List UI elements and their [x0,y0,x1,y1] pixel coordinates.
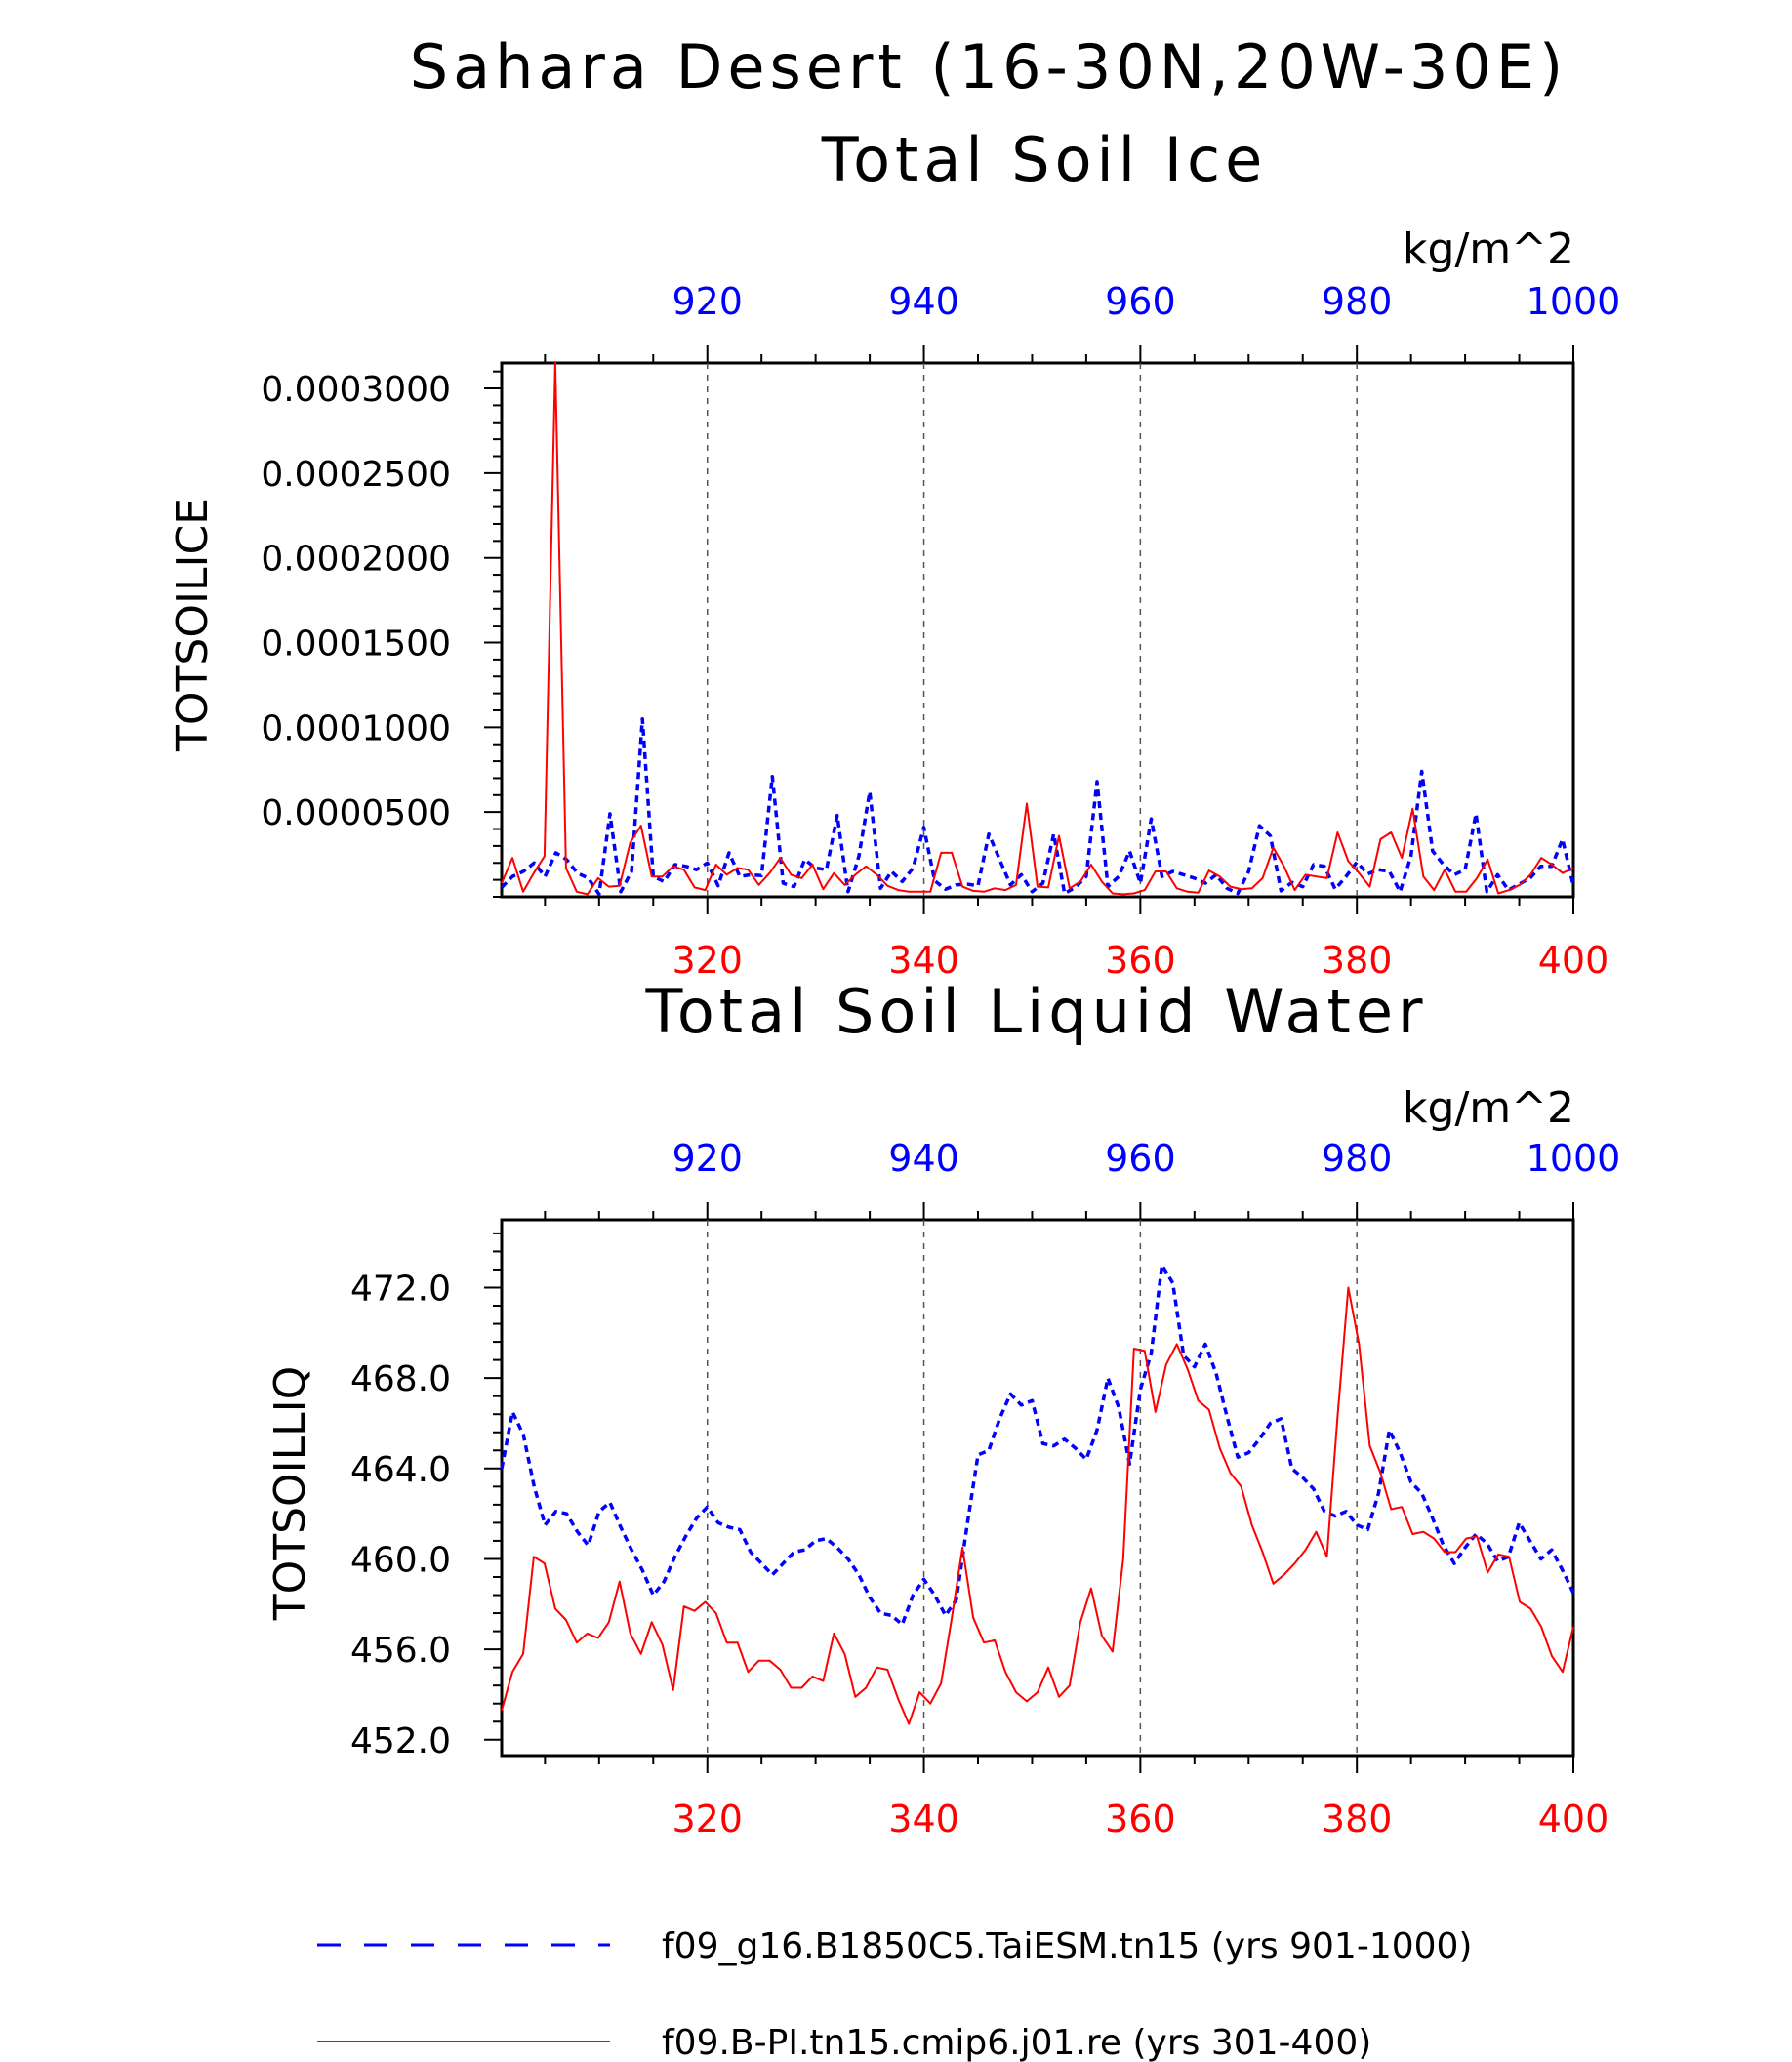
plot-frame [500,361,1575,899]
series-line-taiesm [500,716,1575,897]
panel-title: Total Soil Ice [821,124,1267,195]
top-x-tick-label: 1000 [1527,280,1621,323]
bottom-x-tick-label: 320 [672,939,743,982]
bottom-x-tick-label: 400 [1538,1798,1609,1840]
top-x-tick-label: 960 [1105,280,1176,323]
bottom-x-tick-label: 320 [672,1798,743,1840]
y-tick-label: 0.0000500 [261,793,451,833]
units-label: kg/m^2 [1403,1083,1574,1133]
top-x-tick-label: 920 [672,280,743,323]
legend-label: f09_g16.B1850C5.TaiESM.tn15 (yrs 901-100… [662,1926,1472,1966]
y-tick-label: 0.0001500 [261,625,451,665]
bottom-x-tick-label: 400 [1538,939,1609,982]
y-tick-label: 456.0 [350,1631,451,1671]
grid-lines [706,1220,1358,1756]
panel-soil-ice: Total Soil Ice kg/m^2 TOTSOILICE 0.00005… [168,124,1620,982]
y-tick-label: 464.0 [350,1450,451,1490]
y-axis-label: TOTSOILLIQ [265,1366,315,1622]
top-x-axis-ticks: 920 940 960 980 1000 [544,1137,1621,1220]
legend-label: f09.B-PI.tn15.cmip6.j01.re (yrs 301-400) [662,2023,1371,2062]
series-line-taiesm [500,1263,1575,1627]
y-axis-ticks: 452.0 456.0 460.0 464.0 468.0 472.0 [350,1232,502,1761]
y-tick-label: 472.0 [350,1269,451,1309]
bottom-x-tick-label: 340 [888,939,959,982]
series-group [500,1263,1575,1725]
top-x-tick-label: 960 [1105,1137,1176,1180]
y-axis-label: TOTSOILICE [168,498,218,752]
y-tick-label: 0.0002000 [261,540,451,580]
top-x-tick-label: 940 [888,280,959,323]
top-x-tick-label: 980 [1322,280,1393,323]
figure-title: Sahara Desert (16-30N,20W-30E) [410,31,1568,102]
bottom-x-tick-label: 380 [1322,939,1393,982]
bottom-x-tick-label: 380 [1322,1798,1393,1840]
y-tick-label: 468.0 [350,1359,451,1399]
y-tick-label: 452.0 [350,1721,451,1761]
bottom-x-tick-label: 360 [1105,939,1176,982]
series-line-cmip6 [501,362,1574,896]
bottom-x-tick-label: 340 [888,1798,959,1840]
panel-title: Total Soil Liquid Water [645,976,1428,1047]
top-x-tick-label: 1000 [1527,1137,1621,1180]
units-label: kg/m^2 [1403,224,1574,274]
grid-lines [706,363,1358,897]
bottom-x-axis-ticks: 320 340 360 380 400 [544,897,1609,982]
top-x-tick-label: 920 [672,1137,743,1180]
y-axis-ticks: 0.0000500 0.0001000 0.0001500 0.0002000 0.00… [261,370,502,898]
top-x-tick-label: 940 [888,1137,959,1180]
y-tick-label: 0.0002500 [261,455,451,495]
series-group [500,362,1575,897]
bottom-x-axis-ticks: 320 340 360 380 400 [544,1756,1609,1840]
y-tick-label: 0.0001000 [261,708,451,748]
bottom-x-tick-label: 360 [1105,1798,1176,1840]
legend: f09_g16.B1850C5.TaiESM.tn15 (yrs 901-100… [317,1926,1472,2062]
panel-soil-liquid-water: Total Soil Liquid Water kg/m^2 TOTSOILLI… [265,976,1620,1840]
y-tick-label: 0.0003000 [261,370,451,410]
top-x-axis-ticks: 920 940 960 980 1000 [544,280,1621,363]
y-tick-label: 460.0 [350,1540,451,1580]
plot-frame [500,1218,1575,1758]
series-line-cmip6 [501,1286,1574,1725]
top-x-tick-label: 980 [1322,1137,1393,1180]
